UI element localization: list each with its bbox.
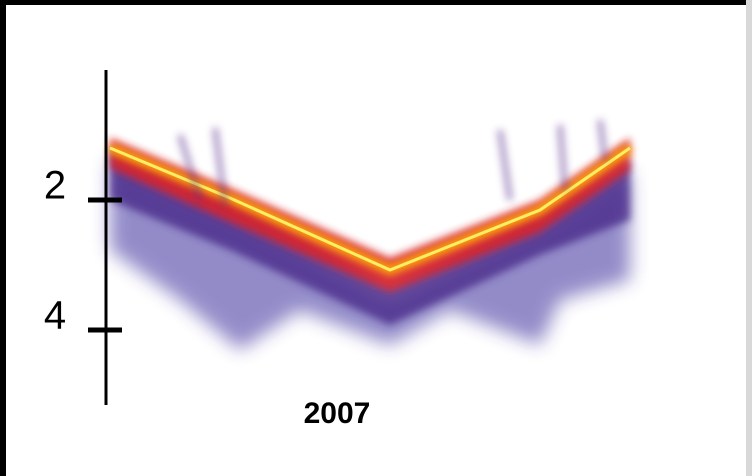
figure: 2 4 2007 <box>0 0 752 476</box>
tick-label: 2 <box>44 164 66 208</box>
frame-top <box>0 0 752 5</box>
tick-label: 4 <box>44 294 66 338</box>
frame-right <box>746 0 752 476</box>
frame-left <box>0 0 6 476</box>
caption: 2007 <box>304 397 371 430</box>
